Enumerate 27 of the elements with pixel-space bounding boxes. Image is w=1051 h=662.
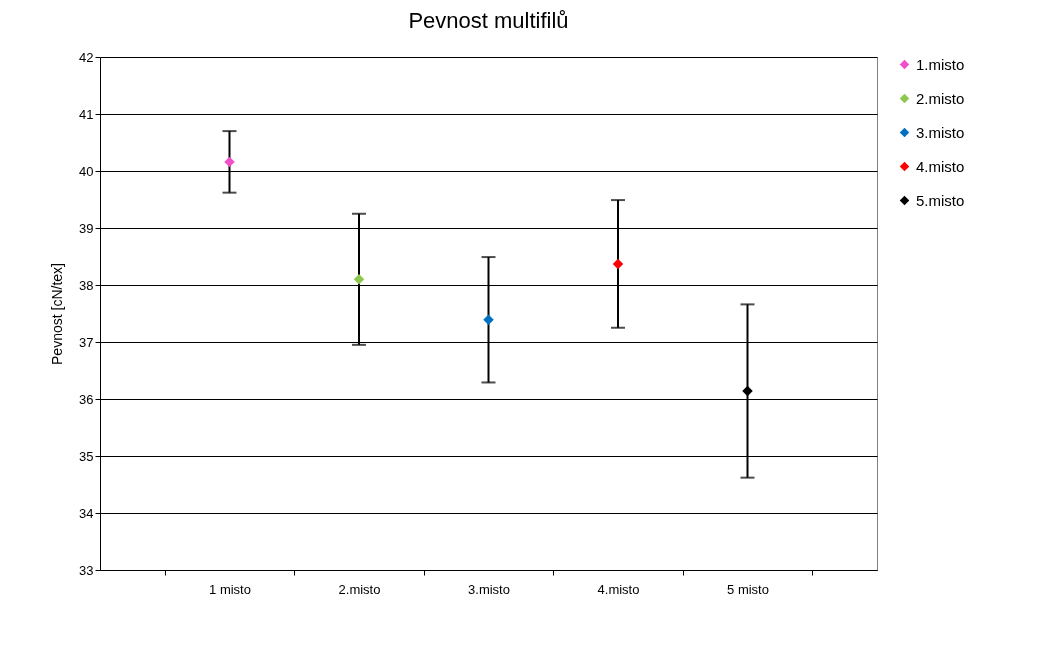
legend-label: 1.misto (916, 55, 965, 73)
legend-label: 4.misto (916, 157, 965, 175)
x-tick-label: 4.misto (597, 581, 640, 597)
point (224, 156, 235, 168)
point (483, 314, 494, 326)
y-tick-label: 40 (79, 163, 94, 179)
y-tick-label: 33 (79, 562, 94, 578)
y-tick-label: 39 (79, 220, 94, 236)
y-tick-label: 42 (79, 49, 94, 65)
y-tick-label: 38 (79, 277, 94, 293)
y-tick-label: 37 (79, 334, 94, 350)
point (353, 274, 365, 285)
x-tick-label: 2.misto (338, 581, 381, 597)
point (612, 258, 624, 270)
y-axis-title: Pevnost [cN/tex] (49, 263, 66, 365)
y-tick-label: 41 (79, 106, 94, 122)
x-tick-label: 5 misto (727, 581, 769, 597)
legend-label: 2.misto (916, 89, 965, 107)
chart-title: Pevnost multifilů (408, 8, 569, 33)
x-tick-label: 3.misto (468, 581, 510, 597)
x-tick-label: 1 misto (209, 581, 251, 597)
y-tick-label: 35 (79, 448, 94, 464)
legend-label: 5.misto (916, 191, 965, 209)
y-tick-label: 34 (79, 505, 94, 521)
point (742, 385, 753, 397)
y-tick-label: 36 (79, 391, 94, 407)
legend-label: 3.misto (916, 123, 965, 141)
